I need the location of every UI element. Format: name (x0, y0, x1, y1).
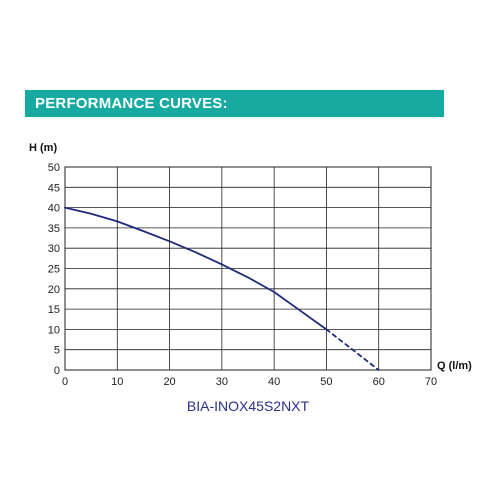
chart-series (64, 206, 380, 371)
y-tick-label: 40 (48, 203, 60, 215)
y-axis-label: H (m) (29, 142, 57, 154)
x-tick-label: 10 (111, 376, 123, 388)
header-banner: PERFORMANCE CURVES: (25, 90, 444, 117)
y-tick-label: 0 (54, 365, 60, 377)
x-tick-label: 0 (62, 376, 68, 388)
chart-grid (64, 166, 432, 371)
model-caption: BIA-INOX45S2NXT (187, 398, 310, 414)
y-tick-label: 15 (48, 304, 60, 316)
y-tick-label: 50 (48, 162, 60, 174)
x-tick-label: 30 (216, 376, 228, 388)
x-axis-label: Q (l/m) (437, 360, 472, 372)
x-tick-label: 20 (163, 376, 175, 388)
y-tick-label: 10 (48, 324, 60, 336)
pump-curve-extrapolated (325, 328, 380, 371)
pump-curve (64, 206, 328, 331)
y-tick-label: 20 (48, 284, 60, 296)
y-tick-label: 35 (48, 223, 60, 235)
section-title: PERFORMANCE CURVES: (35, 95, 228, 112)
x-tick-label: 40 (268, 376, 280, 388)
x-tick-label: 50 (320, 376, 332, 388)
x-tick-label: 60 (373, 376, 385, 388)
chart-ticks: 0 10 20 30 40 50 60 70 0 5 10 15 20 25 30 35 40 45 50 (48, 162, 437, 388)
y-tick-label: 30 (48, 243, 60, 255)
y-tick-label: 25 (48, 264, 60, 276)
y-tick-label: 45 (48, 182, 60, 194)
x-tick-label: 70 (425, 376, 437, 388)
y-tick-label: 5 (54, 345, 60, 357)
